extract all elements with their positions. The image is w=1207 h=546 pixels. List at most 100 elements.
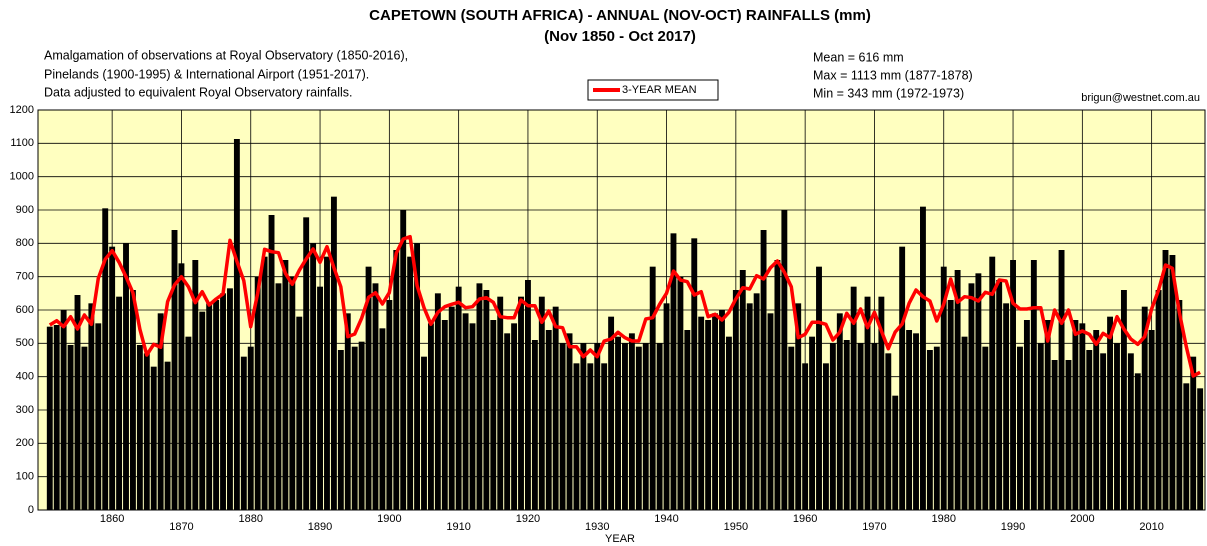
stat: Mean = 616 mm (813, 50, 904, 64)
y-tick-label: 1000 (10, 171, 34, 183)
bar (462, 313, 469, 510)
bar (1010, 260, 1016, 510)
bar (60, 310, 67, 510)
bar (864, 296, 871, 510)
bar (781, 210, 788, 510)
bar (767, 313, 774, 510)
bar (1003, 303, 1010, 510)
bar (684, 330, 691, 510)
x-tick-label: 1930 (585, 521, 609, 533)
bar (857, 343, 864, 510)
bar (968, 283, 975, 510)
bar (587, 363, 594, 510)
legend-label: 3-YEAR MEAN (622, 84, 697, 96)
bar (1044, 320, 1051, 510)
bar (933, 346, 940, 510)
y-tick-label: 1100 (10, 137, 34, 149)
bar (1155, 290, 1162, 510)
x-tick-label: 1920 (516, 513, 540, 525)
x-tick-label: 1940 (654, 513, 678, 525)
bar (670, 233, 677, 511)
bar (261, 256, 268, 510)
bar (53, 325, 60, 510)
bar (427, 323, 434, 510)
bar (809, 336, 816, 510)
bar (1120, 290, 1127, 510)
bar (961, 336, 968, 510)
bar (642, 343, 649, 510)
bar (1030, 260, 1037, 510)
bar (892, 395, 899, 510)
bar (552, 306, 559, 510)
bar (1134, 373, 1141, 510)
bar (1072, 320, 1079, 510)
bar (1162, 250, 1169, 510)
bar (344, 313, 351, 510)
bar (275, 283, 282, 510)
x-tick-label: 1990 (1001, 521, 1025, 533)
bar (351, 346, 358, 510)
bar (649, 266, 656, 510)
bar (393, 250, 400, 510)
bar (615, 336, 621, 510)
bar (240, 356, 247, 510)
bar (282, 260, 289, 510)
y-tick-label: 500 (16, 337, 34, 349)
bar (559, 343, 566, 510)
bar (1197, 388, 1204, 510)
bar (469, 323, 476, 510)
bar (434, 293, 441, 510)
bar (1023, 320, 1030, 510)
bar (843, 340, 850, 510)
bar (116, 296, 123, 510)
bar (732, 290, 739, 510)
bar (1065, 360, 1072, 510)
bar (365, 266, 372, 510)
note: Amalgamation of observations at Royal Ob… (44, 48, 408, 62)
bar (816, 266, 822, 510)
bar (753, 293, 760, 510)
bar (725, 336, 732, 510)
bar (414, 243, 421, 511)
credit: brigun@westnet.com.au (1081, 92, 1200, 104)
bar (1058, 250, 1065, 510)
bar (1148, 330, 1155, 510)
bar (358, 341, 365, 510)
x-tick-label: 2010 (1139, 521, 1163, 533)
bar (788, 346, 795, 510)
bar (386, 300, 393, 510)
bar (1100, 353, 1107, 510)
y-tick-label: 200 (16, 437, 34, 449)
bar (719, 310, 725, 510)
bar (136, 345, 143, 510)
bar (490, 320, 497, 510)
bar (525, 280, 531, 510)
bar (372, 283, 379, 510)
bar (1079, 323, 1086, 510)
bar (1183, 383, 1190, 510)
x-tick-label: 1890 (308, 521, 332, 533)
bar (455, 286, 462, 510)
chart-subtitle: (Nov 1850 - Oct 2017) (544, 28, 696, 45)
x-axis-label: YEAR (605, 533, 635, 545)
bar (760, 230, 767, 510)
bar (150, 366, 157, 510)
bar (143, 353, 150, 510)
x-tick-label: 1950 (724, 521, 748, 533)
bar (185, 336, 192, 510)
bar (1114, 343, 1120, 510)
bar (296, 316, 303, 510)
bar (996, 280, 1003, 510)
bar (545, 330, 552, 510)
bar (1093, 330, 1100, 510)
bar (795, 303, 802, 510)
y-tick-label: 300 (16, 404, 34, 416)
bar (407, 256, 414, 510)
bar (88, 303, 95, 510)
bar (497, 296, 504, 510)
bar (836, 313, 843, 510)
bar (441, 320, 448, 510)
bar (594, 343, 601, 510)
stat: Min = 343 mm (1972-1973) (813, 86, 964, 100)
